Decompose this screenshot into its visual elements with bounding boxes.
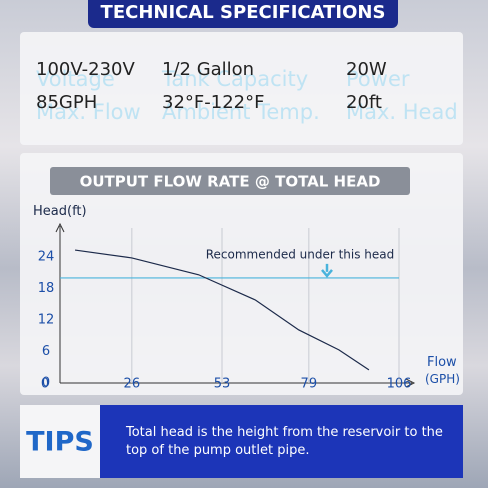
x-axis-unit: (GPH)	[425, 372, 460, 386]
spec-label: Max. Flow	[36, 100, 141, 124]
y-tick-label: 6	[42, 344, 50, 359]
spec-label: Ambient Temp.	[162, 100, 320, 124]
chart-title: OUTPUT FLOW RATE @ TOTAL HEAD	[80, 173, 381, 191]
tips-box	[100, 405, 463, 478]
annotation-arrow	[321, 263, 333, 278]
y-arrow	[55, 222, 65, 233]
y-tick-label: 12	[38, 312, 55, 327]
spec-label: Power	[346, 67, 410, 91]
y-tick-label: 24	[38, 249, 55, 264]
spec-value: 85GPH	[36, 92, 97, 113]
x-axis-label: Flow	[427, 355, 457, 370]
spec-label: Voltage	[36, 67, 115, 91]
x-tick-label: 79	[301, 377, 318, 392]
y-tick-label: 0	[42, 376, 50, 391]
x-tick-label: 53	[214, 377, 231, 392]
spec-label: Max. Head	[346, 100, 458, 124]
spec-value: 20ft	[346, 92, 382, 113]
spec-panel	[20, 32, 463, 145]
tips-title: TIPS	[26, 427, 94, 458]
tips-badge	[20, 405, 100, 478]
spec-value: 1/2 Gallon	[162, 59, 254, 80]
title: TECHNICAL SPECIFICATIONS	[101, 2, 386, 23]
spec-value: 20W	[346, 59, 387, 80]
y-tick-label: 18	[38, 281, 55, 296]
annotation: Recommended under this head	[206, 247, 395, 261]
x-tick-label: 26	[124, 377, 141, 392]
x-tick-label: 0	[41, 377, 49, 392]
spec-label: Tank Capacity	[161, 67, 308, 91]
x-tick-label: 106	[387, 377, 412, 392]
tips-text: Total head is the height from the reserv…	[126, 425, 443, 458]
title-banner	[88, 0, 398, 28]
chart-banner	[50, 167, 410, 195]
spec-value: 100V-230V	[36, 59, 135, 80]
data-line	[74, 249, 370, 371]
y-axis-label: Head(ft)	[33, 204, 87, 219]
spec-value: 32°F-122°F	[162, 92, 264, 113]
chart-panel	[20, 153, 463, 395]
x-arrow	[405, 378, 416, 388]
